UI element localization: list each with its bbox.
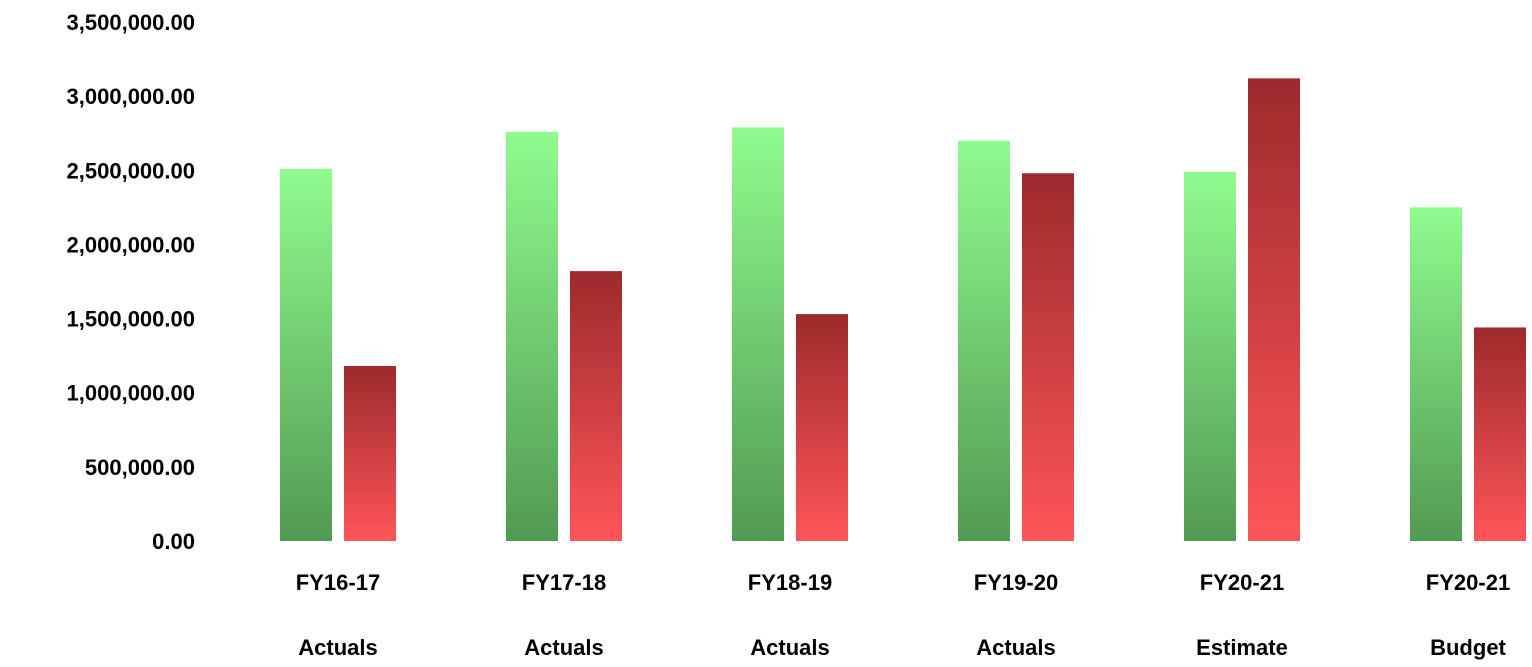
x-category-sublabel: Actuals xyxy=(298,635,377,660)
x-category-label: FY17-18 xyxy=(522,570,606,595)
bar-series-2 xyxy=(570,271,622,541)
bar-series-2 xyxy=(1248,78,1300,541)
y-tick-label: 2,500,000.00 xyxy=(67,158,195,183)
y-tick-label: 0.00 xyxy=(152,529,195,554)
x-category-sublabel: Estimate xyxy=(1196,635,1288,660)
x-category-label: FY18-19 xyxy=(748,570,832,595)
y-tick-label: 1,500,000.00 xyxy=(67,307,195,332)
bar-series-2 xyxy=(1022,173,1074,541)
x-category-sublabel: Actuals xyxy=(524,635,603,660)
bar-series-1 xyxy=(506,131,558,541)
bar-series-1 xyxy=(280,168,332,541)
x-category-sublabel: Budget xyxy=(1430,635,1506,660)
y-axis: 0.00 500,000.00 1,000,000.00 1,500,000.00 2,… xyxy=(67,10,195,554)
x-category-label: FY20-21 xyxy=(1426,570,1510,595)
y-tick-label: 3,000,000.00 xyxy=(67,84,195,109)
y-tick-label: 3,500,000.00 xyxy=(67,10,195,35)
bar-series-1 xyxy=(1410,207,1462,541)
bar-series-1 xyxy=(958,140,1010,541)
bar-series-1 xyxy=(1184,171,1236,542)
x-category-sublabel: Actuals xyxy=(976,635,1055,660)
bar-series-2 xyxy=(344,366,396,541)
x-category-label: FY16-17 xyxy=(296,570,380,595)
y-tick-label: 2,000,000.00 xyxy=(67,232,195,257)
bar-series-2 xyxy=(1474,327,1526,541)
x-category-sublabel: Actuals xyxy=(750,635,829,660)
bars xyxy=(280,78,1526,542)
x-axis: FY16-17 Actuals FY17-18 Actuals FY18-19 Actua… xyxy=(296,570,1510,660)
bar-series-2 xyxy=(796,314,848,541)
y-tick-label: 1,000,000.00 xyxy=(67,381,195,406)
x-category-label: FY20-21 xyxy=(1200,570,1284,595)
y-tick-label: 500,000.00 xyxy=(85,455,195,480)
bar-series-1 xyxy=(732,127,784,541)
x-category-label: FY19-20 xyxy=(974,570,1058,595)
